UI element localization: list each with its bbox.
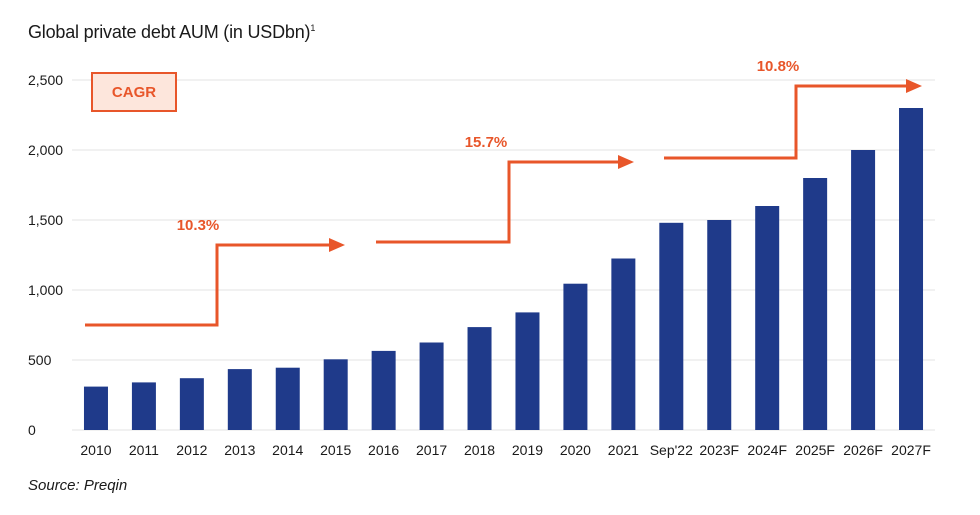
x-tick-label: 2018 [464,442,495,458]
chart-title: Global private debt AUM (in USDbn)1 [28,22,315,43]
x-tick-label: 2016 [368,442,399,458]
bar-2024F [755,206,780,430]
bar-2014 [275,367,300,430]
y-tick-label: 1,000 [28,282,63,298]
title-footnote: 1 [310,23,316,33]
x-tick-label: 2017 [416,442,447,458]
x-tick-label: 2019 [512,442,543,458]
x-tick-label: 2012 [176,442,207,458]
bar-2010 [83,386,108,430]
cagr-arrows: 10.3% 15.7% 10.8% [85,58,922,327]
cagr-arrow-3: 10.8% [664,58,922,160]
y-tick-label: 0 [28,422,36,438]
x-tick-label: 2027F [891,442,931,458]
x-tick-label: 2015 [320,442,351,458]
cagr-label: 10.3% [177,217,220,234]
x-tick-label: 2020 [560,442,591,458]
x-tick-label: 2011 [129,442,159,458]
cagr-arrow-head [618,155,634,169]
cagr-legend-box: CAGR [91,72,177,112]
x-axis-ticks: 2010 2011 2012 2013 2014 2015 2016 2017 2018 2019… [80,442,930,458]
bar-2021 [611,258,636,430]
bar-2025F [803,178,828,430]
x-tick-label: 2026F [843,442,883,458]
cagr-arrow-2: 15.7% [376,134,634,244]
x-tick-label: Sep'22 [650,442,693,458]
bar-2016 [371,350,396,430]
bar-Sep'22 [659,222,684,430]
y-tick-label: 500 [28,352,52,368]
cagr-label: 10.8% [757,58,800,75]
cagr-arrow-head [329,238,345,252]
x-tick-label: 2025F [795,442,835,458]
cagr-label: 15.7% [465,134,508,151]
x-tick-label: 2010 [80,442,111,458]
x-tick-label: 2024F [747,442,787,458]
source-note: Source: Preqin [28,477,128,494]
cagr-arrow-line [664,84,910,160]
x-tick-label: 2013 [224,442,255,458]
cagr-arrow-line [376,160,622,244]
bar-2011 [131,382,156,430]
x-tick-label: 2014 [272,442,303,458]
bar-2027F [899,108,924,430]
x-tick-label: 2021 [608,442,639,458]
bar-2020 [563,283,588,430]
x-tick-label: 2023F [699,442,739,458]
bar-2013 [227,369,252,430]
bar-2017 [419,342,444,430]
bar-2023F [707,220,732,430]
bar-2026F [851,150,876,430]
y-tick-label: 1,500 [28,212,63,228]
y-axis-ticks: 0 500 1,000 1,500 2,000 2,500 [28,72,63,438]
bar-2015 [323,359,348,430]
cagr-legend-label: CAGR [111,83,157,101]
y-tick-label: 2,500 [28,72,63,88]
cagr-arrow-line [85,243,333,327]
cagr-arrow-1: 10.3% [85,217,345,327]
chart-title-text: Global private debt AUM (in USDbn) [28,22,311,42]
bars [83,108,924,430]
bar-2012 [179,378,204,430]
bar-2018 [467,327,492,430]
y-tick-label: 2,000 [28,142,63,158]
cagr-arrow-head [906,79,922,93]
bar-2019 [515,312,540,430]
